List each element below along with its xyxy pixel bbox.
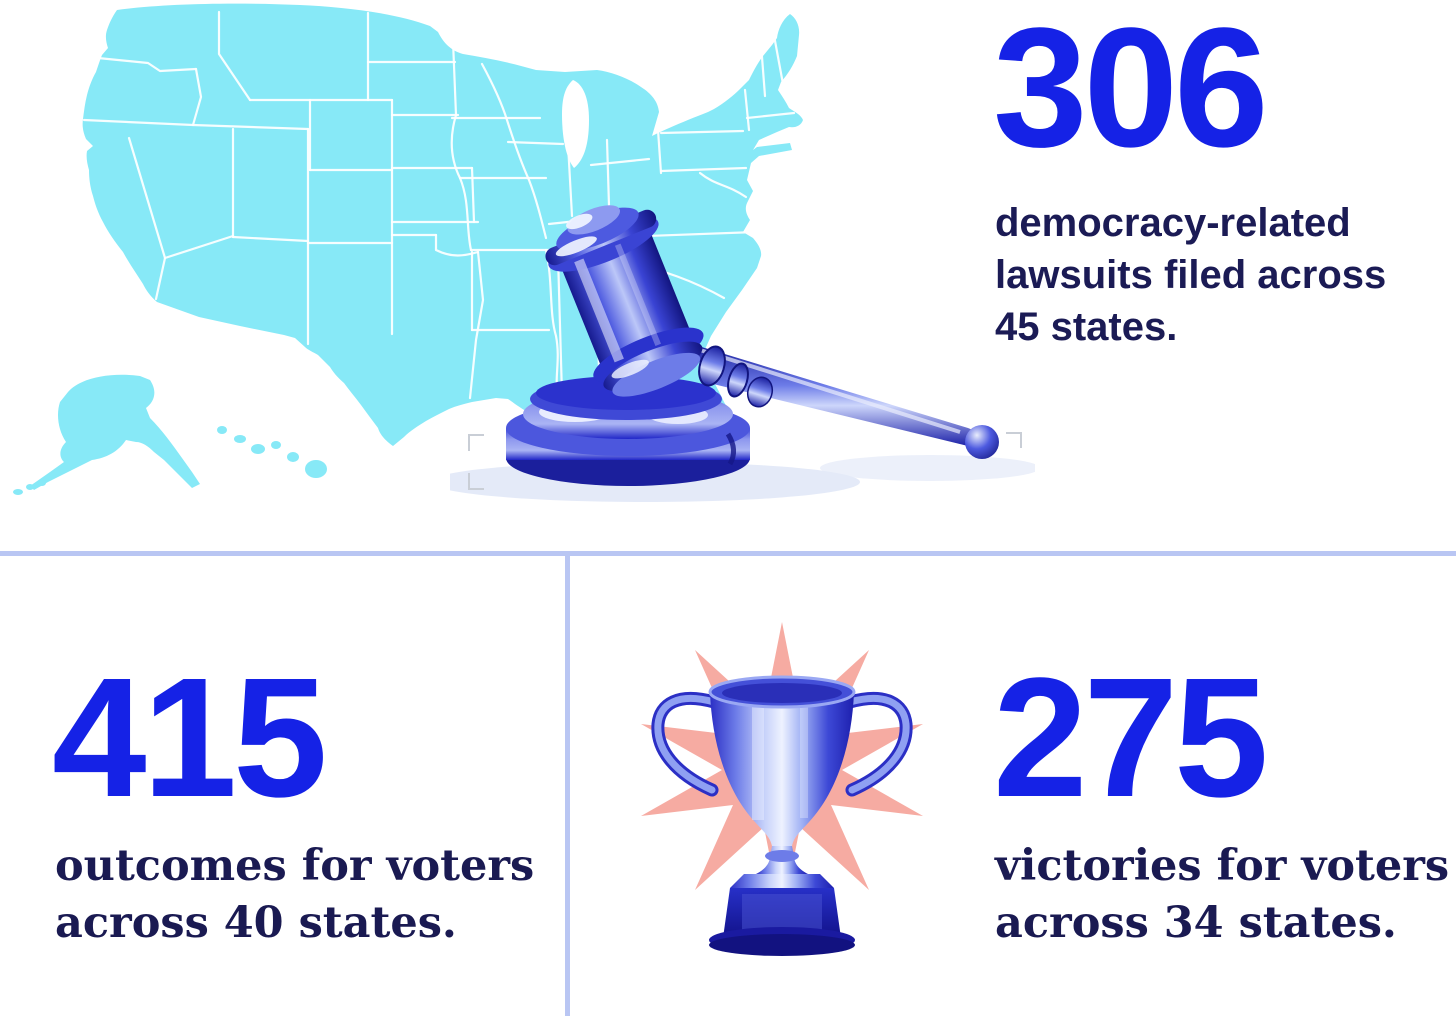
alaska [30,374,200,490]
aleutian-island [13,489,23,495]
trophy-cup [708,675,856,846]
stat-value-lawsuits: 306 [993,0,1269,183]
stat-description-lawsuits: democracy-related lawsuits filed across … [995,201,1387,349]
section-victories: 275 victories for voters across 34 state… [570,556,1456,1016]
hawaii [217,426,327,478]
aleutian-island [38,480,46,486]
gavel-pommel [965,425,999,459]
section-lawsuits: 306 democracy-related lawsuits filed acr… [13,0,1387,502]
stat-value-outcomes: 415 [52,643,328,833]
aleutian-island [26,484,34,490]
section-outcomes: 415 outcomes for voters across 40 states… [0,556,565,1016]
gavel-head [545,205,704,397]
horizontal-divider [0,551,1456,556]
vertical-divider [565,556,570,1016]
gavel-handle [695,345,999,459]
gavel-icon [450,205,1035,502]
trophy-icon [641,622,923,956]
stat-description-outcomes: outcomes for voters across 40 states. [55,841,535,948]
trophy-handles [651,691,913,797]
crop-marks [468,432,1022,490]
trophy-base [709,846,855,956]
stat-description-victories: victories for voters across 34 states. [995,841,1450,948]
stat-value-victories: 275 [993,643,1269,833]
